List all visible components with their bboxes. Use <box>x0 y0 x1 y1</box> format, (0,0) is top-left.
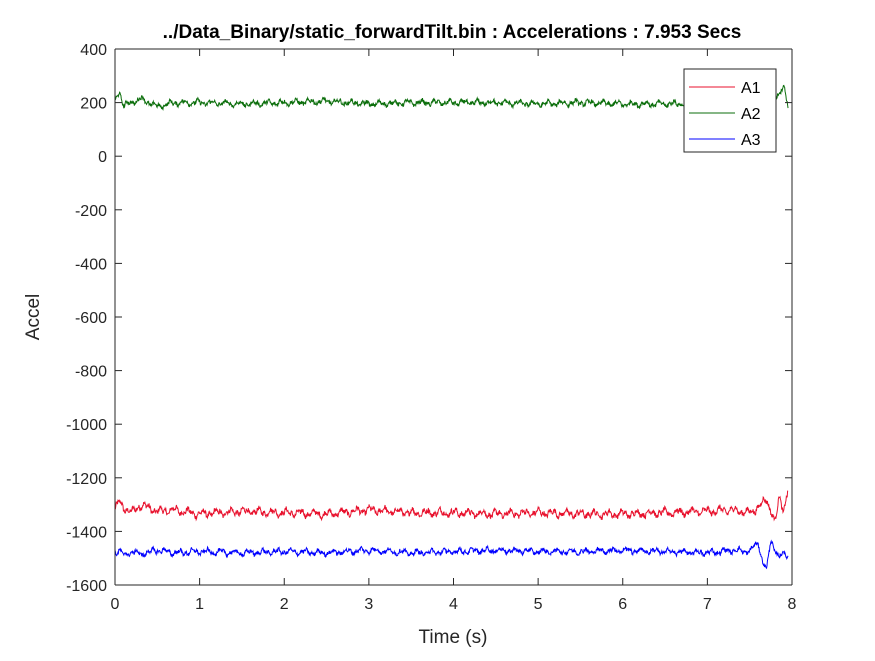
plot-series <box>114 84 789 570</box>
x-tick-label: 3 <box>364 596 373 613</box>
plot-area <box>115 49 792 585</box>
x-tick-label: 8 <box>788 596 797 613</box>
x-tick-label: 4 <box>449 596 458 613</box>
x-tick-label: 7 <box>703 596 712 613</box>
x-tick-label: 6 <box>618 596 627 613</box>
y-tick-label: -1200 <box>66 471 107 488</box>
x-axis-label: Time (s) <box>419 627 488 648</box>
y-tick-label: -1400 <box>66 524 107 541</box>
chart-title: ../Data_Binary/static_forwardTilt.bin : … <box>163 22 742 43</box>
y-tick-label: -1000 <box>66 417 107 434</box>
y-tick-label: -200 <box>75 203 107 220</box>
series-line-a2 <box>114 84 789 120</box>
y-tick-label: 0 <box>98 149 107 166</box>
y-tick-label: -600 <box>75 310 107 327</box>
series-line-a1 <box>114 490 789 522</box>
y-tick-label: -400 <box>75 256 107 273</box>
y-ticks: 400 200 0 -200 -400 -600 -800 -1000 -1200 -1400 -1… <box>66 42 792 595</box>
series-line-a3 <box>114 539 789 570</box>
x-tick-label: 2 <box>280 596 289 613</box>
y-tick-label: 400 <box>80 42 107 59</box>
legend: A1 A2 A3 <box>683 68 777 153</box>
y-tick-label: -1600 <box>66 578 107 595</box>
legend-label-a2: A2 <box>741 106 761 123</box>
y-tick-label: -800 <box>75 364 107 381</box>
legend-label-a1: A1 <box>741 80 761 97</box>
x-tick-label: 5 <box>534 596 543 613</box>
y-tick-label: 200 <box>80 96 107 113</box>
legend-label-a3: A3 <box>741 132 761 149</box>
legend-box <box>683 68 777 153</box>
x-tick-label: 1 <box>195 596 204 613</box>
x-tick-label: 0 <box>111 596 120 613</box>
y-axis-label: Accel <box>23 294 44 340</box>
x-ticks: 0 1 2 3 4 5 6 7 8 <box>111 49 797 613</box>
